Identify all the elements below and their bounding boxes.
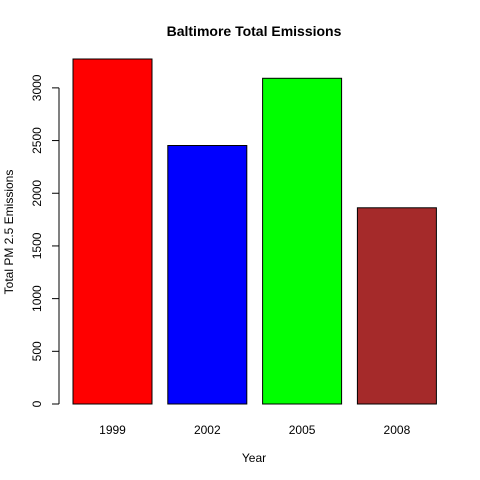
y-tick-label-2500: 2500 [30,127,44,154]
y-tick-label-3000: 3000 [30,74,44,101]
y-tick-label-0: 0 [30,400,44,407]
chart-title: Baltimore Total Emissions [167,23,342,39]
x-axis-labels: 1999 2002 2005 2008 [99,423,410,437]
y-axis-title: Total PM 2.5 Emissions [2,170,16,295]
bar-2008 [356,207,437,405]
bar-2005 [262,77,343,405]
x-tick-label-2008: 2008 [384,423,411,437]
bar-2002 [167,145,248,405]
y-tick-label-2000: 2000 [30,180,44,207]
x-axis-title: Year [242,451,266,465]
y-tick-label-1500: 1500 [30,232,44,259]
y-axis: 0 500 1000 1500 2000 2500 3000 [30,74,60,407]
x-tick-label-2002: 2002 [194,423,221,437]
y-tick-label-1000: 1000 [30,285,44,312]
bars-group [72,58,437,405]
x-tick-label-1999: 1999 [99,423,126,437]
y-tick-label-500: 500 [30,341,44,361]
x-tick-label-2005: 2005 [289,423,316,437]
bar-1999 [72,58,153,405]
